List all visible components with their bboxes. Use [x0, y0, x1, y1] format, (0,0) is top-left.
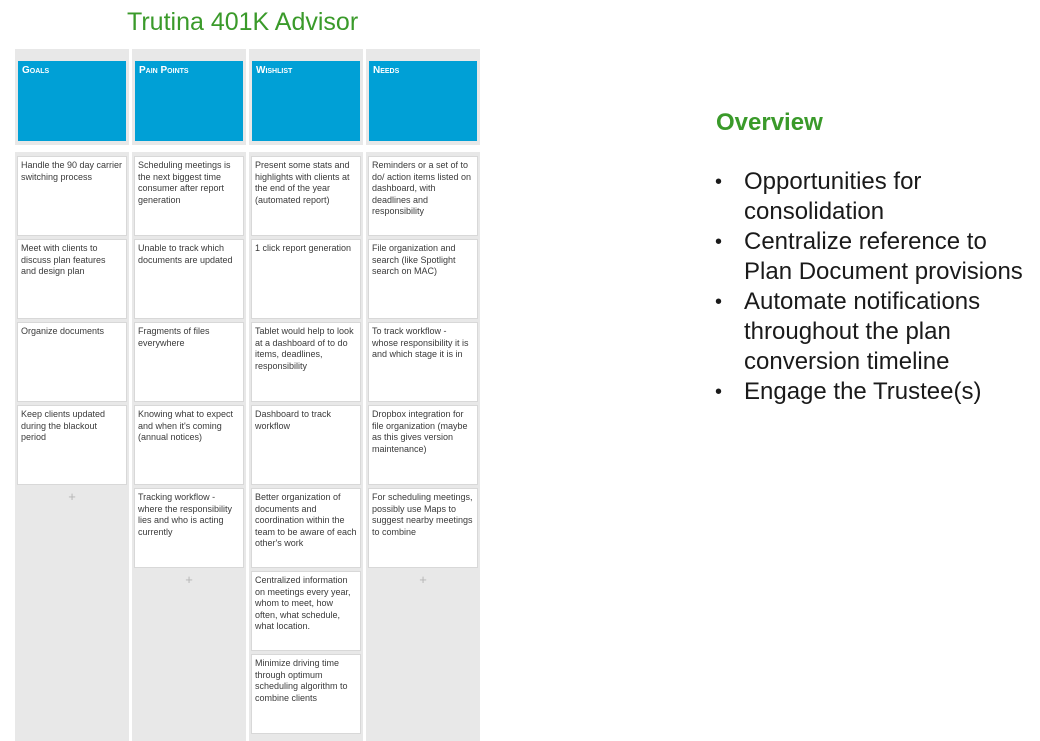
card-text: Fragments of files everywhere: [138, 326, 210, 348]
column-goals: Goals Handle the 90 day carrier switchin…: [15, 49, 129, 741]
card-text: Scheduling meetings is the next biggest …: [138, 160, 231, 205]
card[interactable]: Unable to track which documents are upda…: [135, 240, 243, 318]
card-text: Better organization of documents and coo…: [255, 492, 357, 548]
card[interactable]: Fragments of files everywhere: [135, 323, 243, 401]
column-title: Pain Points: [139, 65, 189, 76]
divider: [249, 145, 363, 152]
add-card-button[interactable]: +: [68, 489, 76, 504]
list-item: • Opportunities for consolidation: [713, 167, 1033, 227]
list-item: • Automate notifications throughout the …: [713, 287, 1033, 377]
card-text: Meet with clients to discuss plan featur…: [21, 243, 106, 276]
divider: [366, 145, 480, 152]
list-item: • Engage the Trustee(s): [713, 377, 1033, 407]
add-card-button[interactable]: +: [419, 572, 427, 587]
card[interactable]: To track workflow - whose responsibility…: [369, 323, 477, 401]
card[interactable]: Keep clients updated during the blackout…: [18, 406, 126, 484]
card-text: Knowing what to expect and when it's com…: [138, 409, 234, 442]
card-text: Present some stats and highlights with c…: [255, 160, 350, 205]
card[interactable]: Better organization of documents and coo…: [252, 489, 360, 567]
column-wishlist: Wishlist Present some stats and highligh…: [249, 49, 363, 741]
list-item: • Centralize reference to Plan Document …: [713, 227, 1033, 287]
divider: [132, 145, 246, 152]
overview-title: Overview: [716, 109, 823, 136]
card-text: For scheduling meetings, possibly use Ma…: [372, 492, 473, 537]
list-item-text: Engage the Trustee(s): [744, 378, 982, 405]
card[interactable]: 1 click report generation: [252, 240, 360, 318]
column-title: Needs: [373, 65, 400, 76]
card-text: Organize documents: [21, 326, 105, 336]
page-title: Trutina 401K Advisor: [127, 8, 359, 36]
card[interactable]: Present some stats and highlights with c…: [252, 157, 360, 235]
card[interactable]: Meet with clients to discuss plan featur…: [18, 240, 126, 318]
list-item-text: Automate notifications throughout the pl…: [744, 288, 981, 375]
card-text: File organization and search (like Spotl…: [372, 243, 456, 276]
kanban-board: Goals Handle the 90 day carrier switchin…: [15, 49, 480, 741]
card[interactable]: Handle the 90 day carrier switching proc…: [18, 157, 126, 235]
card[interactable]: Organize documents: [18, 323, 126, 401]
add-card-button[interactable]: +: [185, 572, 193, 587]
card[interactable]: File organization and search (like Spotl…: [369, 240, 477, 318]
divider: [15, 145, 129, 152]
card-text: To track workflow - whose responsibility…: [372, 326, 469, 359]
overview-list: • Opportunities for consolidation • Cent…: [713, 167, 1033, 407]
card[interactable]: For scheduling meetings, possibly use Ma…: [369, 489, 477, 567]
card[interactable]: Scheduling meetings is the next biggest …: [135, 157, 243, 235]
card[interactable]: Dashboard to track workflow: [252, 406, 360, 484]
card-text: Minimize driving time through optimum sc…: [255, 658, 348, 703]
card[interactable]: Minimize driving time through optimum sc…: [252, 655, 360, 733]
card-text: Dashboard to track workflow: [255, 409, 332, 431]
column-title: Wishlist: [256, 65, 293, 76]
list-item-text: Centralize reference to Plan Document pr…: [744, 228, 1023, 285]
column-header-wishlist[interactable]: Wishlist: [252, 61, 360, 141]
card[interactable]: Knowing what to expect and when it's com…: [135, 406, 243, 484]
bullet-icon: •: [715, 171, 723, 193]
card-text: 1 click report generation: [255, 243, 352, 253]
card-text: Reminders or a set of to do/ action item…: [372, 160, 472, 216]
list-item-text: Opportunities for consolidation: [744, 168, 922, 225]
card-text: Keep clients updated during the blackout…: [21, 409, 106, 442]
column-title: Goals: [22, 65, 50, 76]
bullet-icon: •: [715, 381, 723, 403]
card-text: Dropbox integration for file organizatio…: [372, 409, 468, 454]
card[interactable]: Centralized information on meetings ever…: [252, 572, 360, 650]
card-text: Unable to track which documents are upda…: [138, 243, 233, 265]
column-pain-points: Pain Points Scheduling meetings is the n…: [132, 49, 246, 741]
column-header-goals[interactable]: Goals: [18, 61, 126, 141]
bullet-icon: •: [715, 291, 723, 313]
card-text: Handle the 90 day carrier switching proc…: [21, 160, 123, 182]
card[interactable]: Reminders or a set of to do/ action item…: [369, 157, 477, 235]
column-header-needs[interactable]: Needs: [369, 61, 477, 141]
card-text: Centralized information on meetings ever…: [255, 575, 351, 631]
column-header-pain-points[interactable]: Pain Points: [135, 61, 243, 141]
card[interactable]: Dropbox integration for file organizatio…: [369, 406, 477, 484]
card[interactable]: Tablet would help to look at a dashboard…: [252, 323, 360, 401]
card-text: Tracking workflow - where the responsibi…: [138, 492, 233, 537]
column-needs: Needs Reminders or a set of to do/ actio…: [366, 49, 480, 741]
bullet-icon: •: [715, 231, 723, 253]
card-text: Tablet would help to look at a dashboard…: [255, 326, 354, 371]
card[interactable]: Tracking workflow - where the responsibi…: [135, 489, 243, 567]
